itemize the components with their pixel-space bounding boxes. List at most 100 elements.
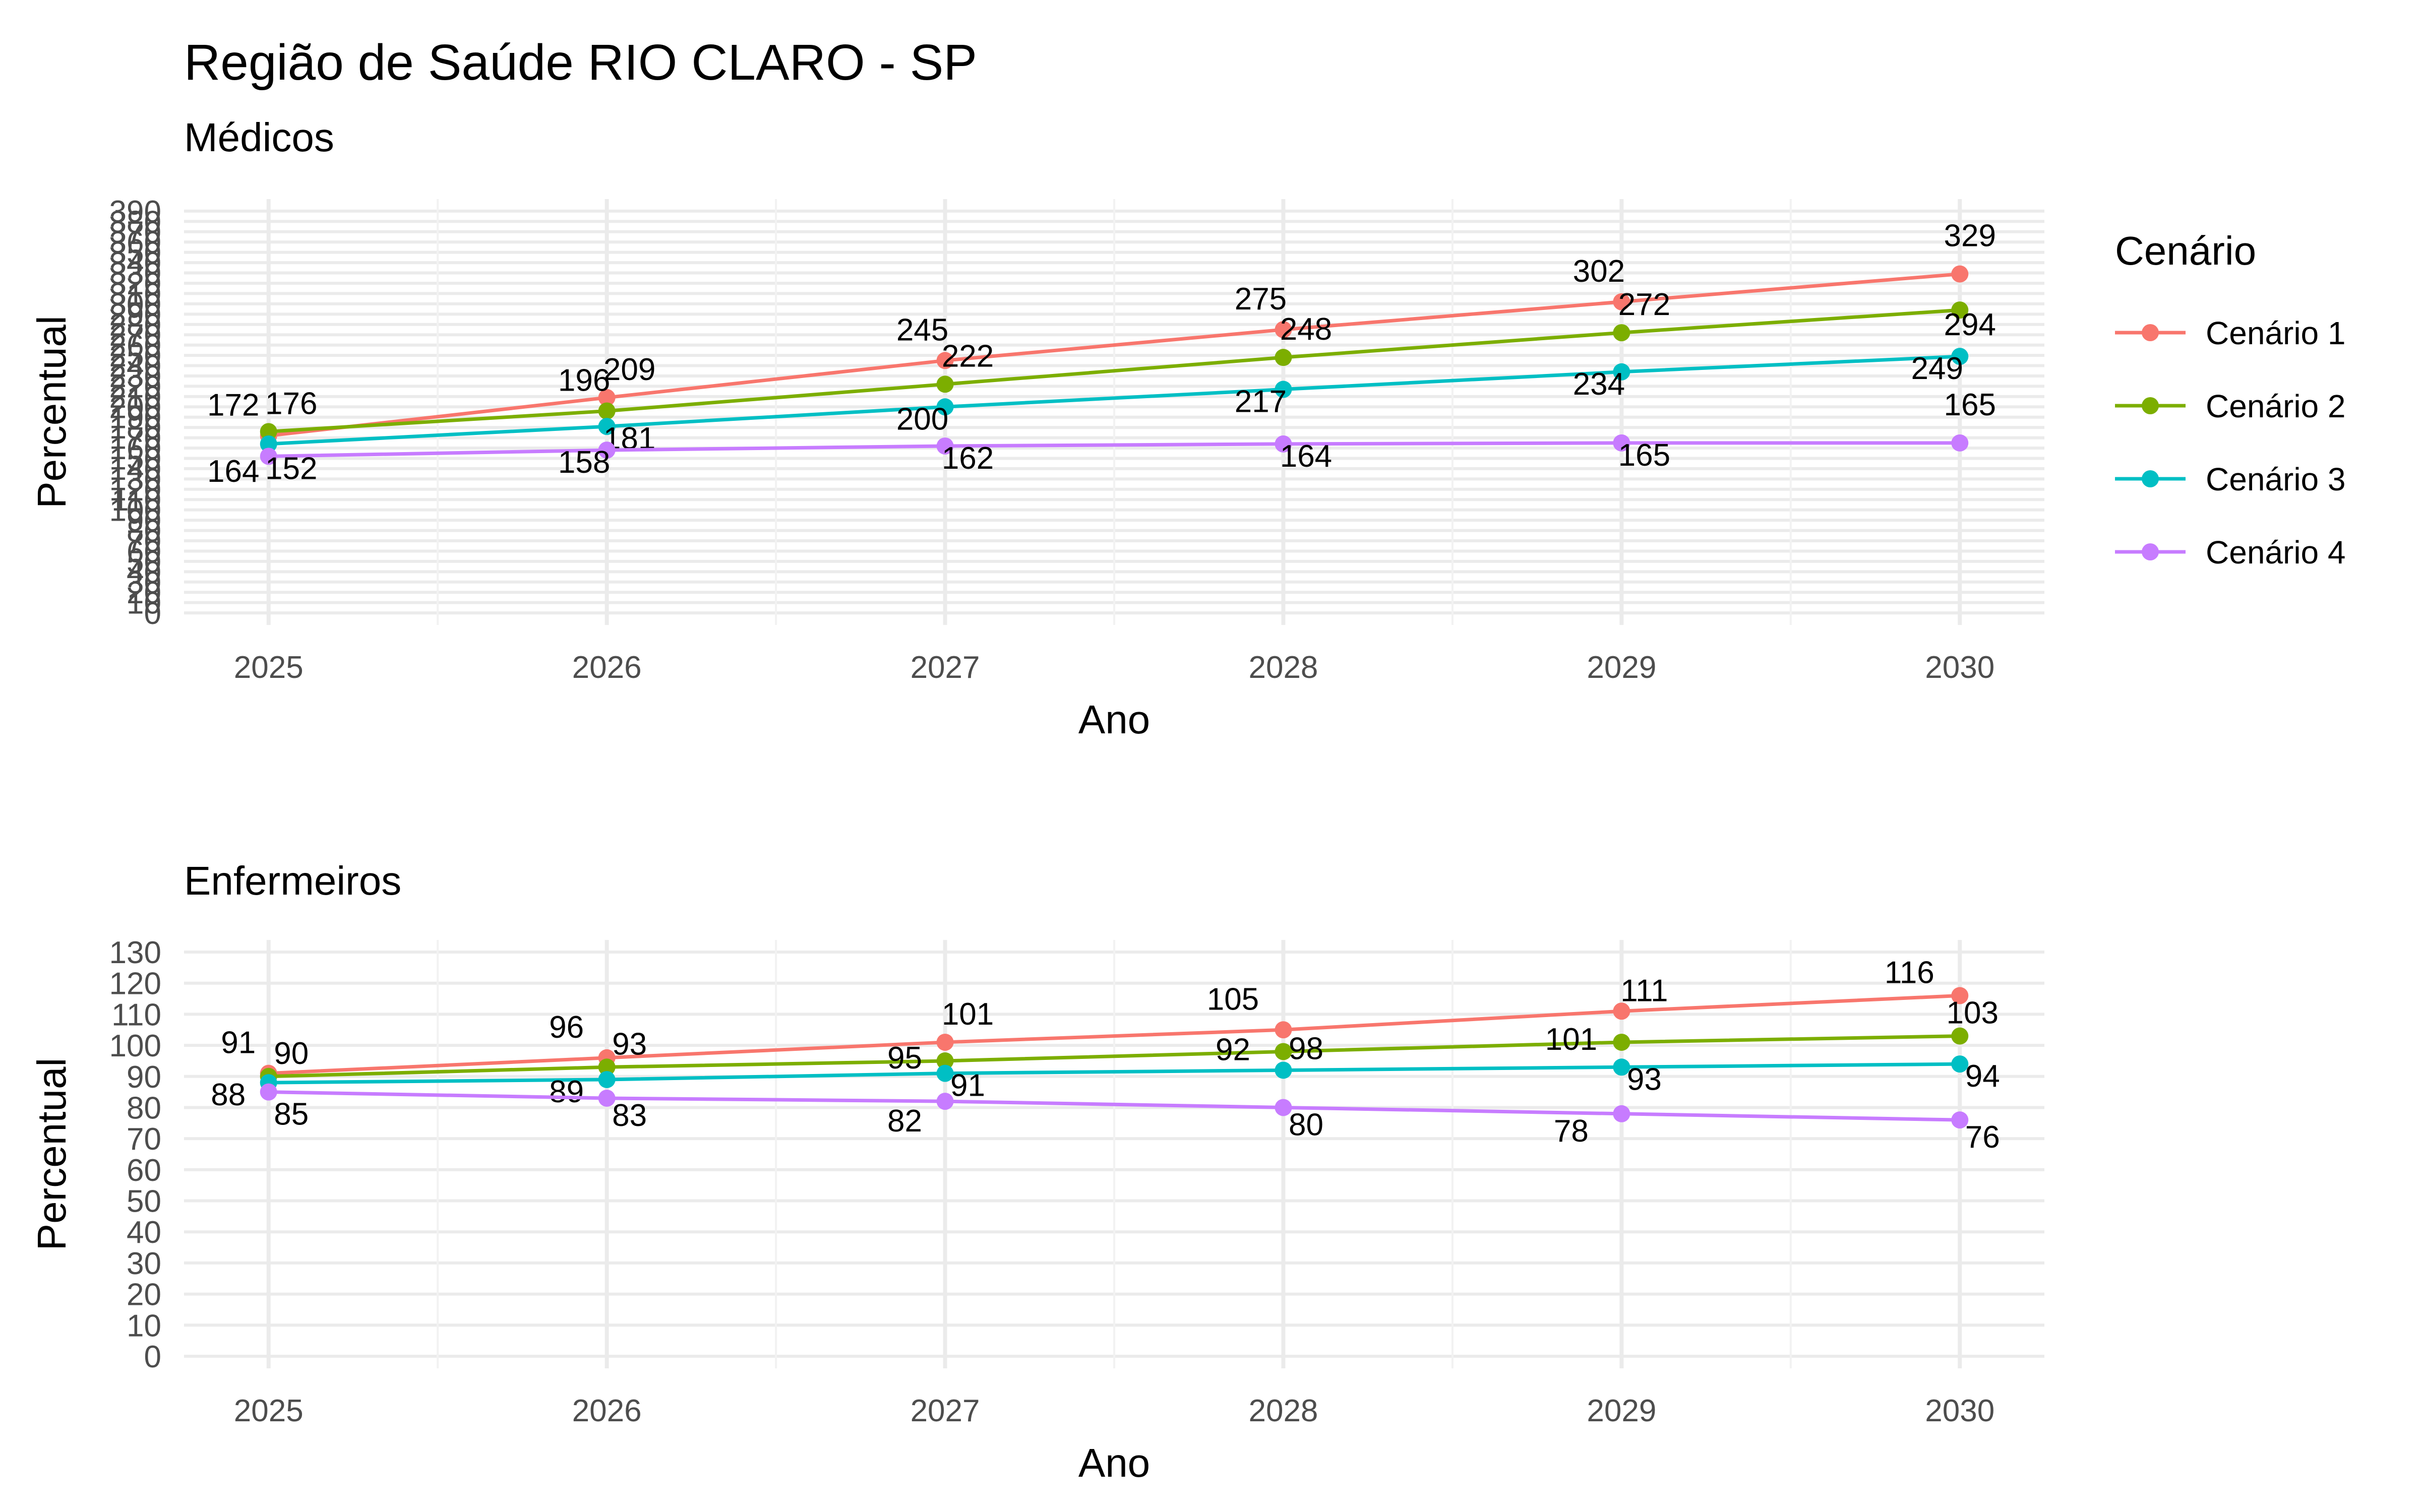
legend-label: Cenário 4 [2206, 534, 2346, 571]
y-tick-label: 220 [109, 369, 161, 404]
data-point [1613, 1058, 1630, 1076]
x-tick-label: 2027 [911, 1394, 980, 1428]
y-tick-label: 130 [109, 462, 161, 497]
data-label: 101 [942, 997, 994, 1032]
data-point [1275, 1061, 1292, 1079]
y-tick-label: 150 [109, 442, 161, 476]
data-point [936, 1093, 954, 1110]
data-label: 222 [942, 339, 994, 373]
panel-medicos: Médicos010203040506070809010011012013014… [29, 115, 2044, 742]
y-tick-label: 330 [109, 257, 161, 291]
data-label: 91 [221, 1026, 256, 1060]
y-tick-label: 30 [127, 565, 161, 600]
y-tick-label: 80 [127, 1091, 161, 1125]
data-label: 234 [1573, 367, 1625, 402]
grid [184, 199, 2044, 625]
data-point [1275, 1099, 1292, 1116]
data-point [1613, 1105, 1630, 1122]
series-line [268, 272, 1960, 437]
data-label: 275 [1235, 282, 1287, 317]
y-tick-label: 20 [127, 1278, 161, 1312]
y-tick-label: 90 [127, 1060, 161, 1095]
y-tick-label: 250 [109, 339, 161, 373]
data-label: 93 [612, 1027, 647, 1061]
y-tick-label: 160 [109, 431, 161, 466]
legend-label: Cenário 1 [2206, 315, 2346, 351]
y-tick-label: 50 [127, 1184, 161, 1219]
legend-key-point [2142, 397, 2159, 414]
y-tick-label: 90 [127, 503, 161, 538]
y-tick-label: 360 [109, 225, 161, 260]
data-point [260, 1083, 277, 1101]
y-tick-label: 180 [109, 411, 161, 446]
x-tick-label: 2025 [234, 650, 304, 685]
data-label: 176 [265, 386, 317, 421]
y-tick-label: 240 [109, 349, 161, 384]
data-point [598, 402, 616, 420]
data-point [936, 352, 954, 369]
data-point [598, 1070, 616, 1088]
x-tick-label: 2028 [1248, 650, 1318, 685]
y-tick-label: 350 [109, 236, 161, 271]
data-point [598, 389, 616, 406]
data-label: 302 [1573, 254, 1625, 289]
data-label: 158 [558, 445, 610, 480]
grid [184, 940, 2044, 1368]
y-tick-label: 0 [144, 1340, 161, 1374]
y-tick-label: 70 [127, 524, 161, 559]
y-tick-label: 310 [109, 277, 161, 311]
data-label: 80 [1289, 1107, 1323, 1142]
data-point [1613, 293, 1630, 310]
y-tick-label: 40 [127, 555, 161, 590]
y-tick-label: 80 [127, 514, 161, 549]
series-3: 88 89 91 92 93 94 [211, 1032, 2000, 1112]
data-point [1275, 349, 1292, 366]
legend: Cenário Cenário 1 Cenário 2 Cenário 3 Cenári… [2115, 228, 2346, 571]
y-tick-label: 210 [109, 380, 161, 415]
legend-title: Cenário [2115, 228, 2256, 273]
data-label: 91 [950, 1068, 985, 1103]
y-tick-label: 20 [127, 576, 161, 610]
data-point [1951, 1055, 1969, 1073]
legend-item: Cenário 3 [2115, 461, 2346, 497]
data-point [1951, 1027, 1969, 1045]
data-point [260, 448, 277, 465]
data-label: 82 [887, 1104, 922, 1139]
data-label: 85 [274, 1097, 309, 1132]
data-label: 88 [211, 1078, 246, 1112]
y-tick-label: 230 [109, 359, 161, 394]
series-line [268, 354, 1960, 446]
y-tick-label: 390 [109, 195, 161, 229]
y-tick-label: 10 [127, 586, 161, 621]
y-tick-label: 50 [127, 545, 161, 580]
data-point [936, 1064, 954, 1082]
data-label: 90 [274, 1036, 309, 1071]
data-label: 76 [1965, 1120, 2000, 1155]
x-tick-label: 2030 [1925, 1394, 1994, 1428]
y-tick-label: 270 [109, 318, 161, 353]
data-point [936, 1033, 954, 1051]
y-tick-label: 120 [109, 967, 161, 1001]
y-tick-label: 10 [127, 1308, 161, 1343]
y-tick-label: 100 [109, 1029, 161, 1063]
y-tick-label: 40 [127, 1215, 161, 1250]
y-tick-label: 300 [109, 287, 161, 322]
y-tick-label: 100 [109, 493, 161, 528]
y-tick-label: 30 [127, 1246, 161, 1281]
data-point [598, 418, 616, 435]
x-tick-label: 2027 [911, 650, 980, 685]
y-tick-label: 130 [109, 935, 161, 970]
y-tick-label: 340 [109, 246, 161, 281]
legend-item: Cenário 4 [2115, 534, 2346, 571]
data-label: 103 [1947, 996, 1999, 1031]
series-line [268, 1062, 1960, 1085]
data-label: 165 [1944, 388, 1996, 422]
data-label: 172 [207, 388, 259, 423]
data-label: 94 [1965, 1059, 2000, 1094]
data-point [1951, 301, 1969, 319]
legend-item: Cenário 2 [2115, 388, 2346, 424]
data-point [598, 1058, 616, 1076]
y-tick-label: 200 [109, 390, 161, 425]
